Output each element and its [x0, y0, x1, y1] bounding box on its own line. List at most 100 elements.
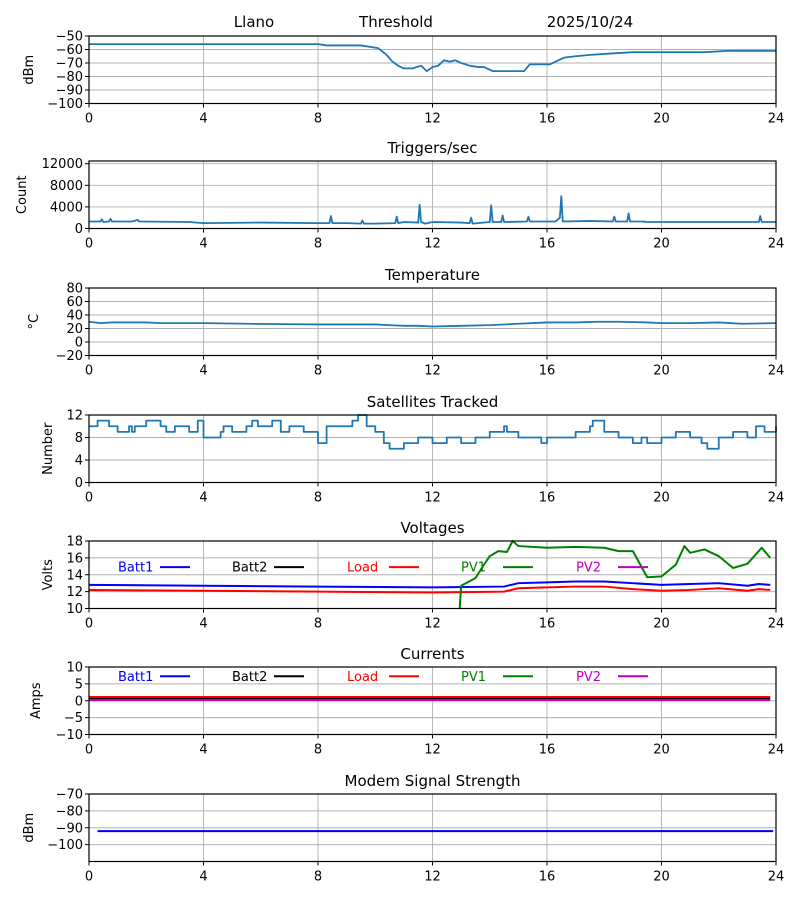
x-tick-label: 4	[199, 617, 207, 632]
y-tick-label: 0	[75, 694, 83, 709]
y-tick-label: −5	[64, 711, 83, 726]
series-line-load	[88, 585, 771, 594]
x-tick-label: 24	[768, 237, 785, 252]
chart-title: Satellites Tracked	[367, 393, 498, 411]
y-tick-label: 16	[66, 551, 83, 566]
y-axis-label: dBm	[22, 55, 37, 85]
chart-title: Triggers/sec	[387, 139, 478, 157]
x-tick-label: 4	[199, 870, 207, 885]
y-tick-label: −80	[56, 804, 83, 819]
x-tick-label: 24	[768, 617, 785, 632]
x-tick-label: 12	[424, 491, 441, 506]
x-tick-label: 16	[539, 617, 556, 632]
y-tick-label: 8000	[50, 179, 83, 194]
y-axis-label: °C	[27, 314, 42, 330]
y-tick-label: −10	[56, 728, 83, 743]
x-tick-label: 4	[199, 743, 207, 758]
x-tick-label: 4	[199, 237, 207, 252]
chart-voltages: Voltages Batt1 Batt2 Load PV1 PV2 0 4 8 12 16 20 24 1…	[41, 519, 784, 632]
y-tick-label: 4	[75, 454, 83, 469]
x-tick-label: 0	[85, 112, 93, 127]
legend-label-pv2: PV2	[576, 561, 601, 576]
y-tick-label: 60	[66, 295, 83, 310]
x-tick-label: 12	[424, 364, 441, 379]
y-tick-label: 12	[66, 409, 83, 424]
legend-label-batt1: Batt1	[118, 561, 153, 576]
y-tick-label: 0	[75, 222, 83, 237]
y-tick-label: 14	[66, 568, 83, 583]
x-tick-label: 20	[653, 743, 670, 758]
x-tick-label: 8	[314, 112, 322, 127]
y-tick-label: 12	[66, 585, 83, 600]
y-tick-label: −70	[56, 57, 83, 72]
y-axis-label: Amps	[29, 682, 44, 719]
x-tick-label: 8	[314, 743, 322, 758]
x-tick-label: 4	[199, 364, 207, 379]
chart-panels: 0 4 8 12 16 20 24−100−90−80−70−60−50dBmTrigger…	[15, 30, 784, 885]
series-line-threshold	[89, 43, 776, 72]
y-tick-label: 80	[66, 282, 83, 297]
legend-label-batt2: Batt2	[232, 561, 267, 576]
y-tick-label: 5	[75, 677, 83, 692]
legend-label-batt1: Batt1	[118, 670, 153, 685]
legend-label-pv1: PV1	[461, 670, 486, 685]
y-tick-label: 18	[66, 535, 83, 550]
y-tick-label: 10	[66, 602, 83, 617]
chart-title: Temperature	[384, 266, 480, 284]
y-tick-label: 40	[66, 309, 83, 324]
series-group	[89, 43, 776, 72]
series-group	[88, 540, 772, 609]
x-tick-label: 8	[314, 237, 322, 252]
chart-title: Currents	[400, 645, 464, 663]
y-tick-label: −60	[56, 43, 83, 58]
chart-threshold: 0 4 8 12 16 20 24 −100−90−80−70−60−50 dBm	[22, 30, 784, 127]
x-tick-label: 8	[314, 491, 322, 506]
x-tick-label: 12	[424, 237, 441, 252]
chart-currents: Currents Batt1 Batt2 Load PV1 PV2 0 4 8 12 16 20 24 −…	[29, 645, 784, 758]
header-label: Threshold	[358, 13, 433, 31]
y-tick-label: −90	[56, 84, 83, 99]
y-tick-label: −100	[47, 838, 83, 853]
header-date: 2025/10/24	[547, 13, 633, 31]
y-tick-label: −70	[56, 788, 83, 803]
legend-label-load: Load	[347, 561, 378, 576]
y-tick-label: 0	[75, 336, 83, 351]
x-tick-label: 0	[85, 491, 93, 506]
y-tick-label: 10	[66, 661, 83, 676]
header-site: Llano	[234, 13, 274, 31]
series-group	[89, 414, 777, 450]
x-tick-label: 24	[768, 743, 785, 758]
series-group	[89, 696, 771, 702]
chart-modem: Modem Signal Strength 0 4 8 12 16 20 24 −100 −90 −…	[22, 772, 784, 885]
y-tick-label: 0	[75, 476, 83, 491]
y-axis-label: Volts	[41, 559, 56, 591]
x-tick-label: 16	[539, 237, 556, 252]
y-tick-label: −90	[56, 821, 83, 836]
x-tick-label: 16	[539, 364, 556, 379]
y-axis-label: dBm	[22, 813, 37, 843]
x-tick-label: 0	[85, 364, 93, 379]
y-tick-label: −50	[56, 30, 83, 45]
y-axis-label: Count	[15, 175, 30, 214]
legend-label-load: Load	[347, 670, 378, 685]
x-tick-label: 20	[653, 364, 670, 379]
x-tick-label: 0	[85, 743, 93, 758]
y-tick-label: −100	[47, 97, 83, 112]
x-tick-label: 0	[85, 870, 93, 885]
y-tick-label: 12000	[42, 157, 83, 172]
x-tick-label: 24	[768, 112, 785, 127]
y-tick-label: −20	[56, 349, 83, 364]
x-tick-label: 16	[539, 491, 556, 506]
y-tick-label: 20	[66, 322, 83, 337]
series-group	[88, 320, 777, 328]
x-tick-label: 20	[653, 617, 670, 632]
x-tick-label: 12	[424, 870, 441, 885]
x-tick-label: 12	[424, 743, 441, 758]
series-line-batt1	[88, 580, 771, 589]
x-tick-label: 12	[424, 112, 441, 127]
chart-satellites: Satellites Tracked 0 4 8 12 16 20 24 0 4 8 12 Number	[41, 393, 784, 506]
chart-triggers: Triggers/sec 0 4 8 12 16 20 24 0 4000 8000 12000 Cou…	[15, 139, 784, 252]
y-tick-label: −80	[56, 70, 83, 85]
